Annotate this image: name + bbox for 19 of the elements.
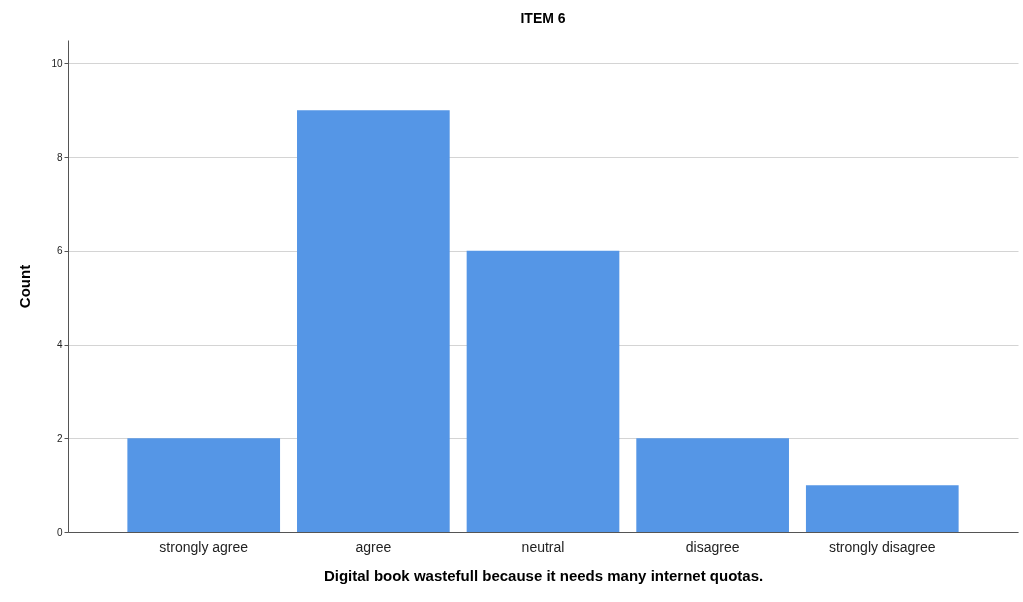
y-tick-label: 8 [56,151,63,163]
x-axis-title: Digital book wastefull because it needs many internet quotas. [323,566,764,584]
y-tick-label: 4 [56,339,63,351]
chart-title: ITEM 6 [520,10,566,26]
bar [297,110,450,532]
x-tick-label: neutral [521,538,565,555]
x-tick-label: agree [355,538,392,555]
y-axis-title: Count [16,264,34,309]
bar [127,438,281,532]
bar [636,438,789,532]
y-tick-label: 0 [56,526,63,538]
bar [466,250,620,532]
y-tick-label: 2 [56,432,63,444]
x-tick-label: strongly agree [159,538,249,555]
y-tick-label: 6 [56,245,63,257]
bar [805,485,959,532]
x-tick-label: strongly disagree [828,538,936,555]
y-tick-label: 10 [51,57,63,69]
x-tick-label: disagree [685,538,740,555]
